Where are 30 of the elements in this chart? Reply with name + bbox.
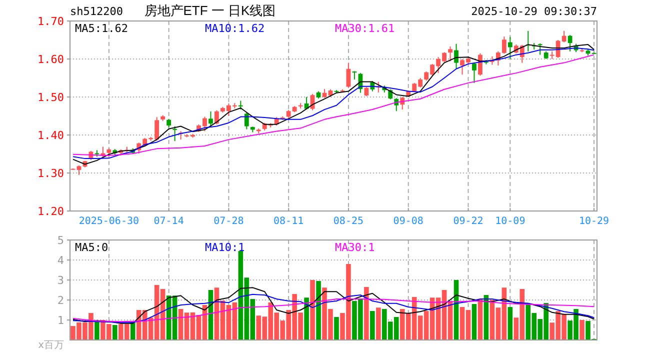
y-tick-label: 1.70 [38,15,64,28]
y-tick-label: 1.30 [38,167,64,180]
y-tick-label: 5 [57,234,64,247]
x-tick-label: 07-28 [214,216,244,227]
x-tick-label: 2025-06-30 [78,216,140,227]
y-tick-label: 1.60 [38,53,64,66]
text: sh512200 [70,5,123,18]
x-tick-label: 08-25 [333,216,364,227]
text: MA5:0 [75,241,108,254]
x-tick-label: 09-22 [453,216,484,227]
y-tick-label: 3 [57,274,64,287]
chart-title: 房地产ETF 一 日K线图 [144,3,276,18]
text: MA10:1 [205,241,245,254]
y-tick-label: 1.20 [38,205,64,218]
x-tick-label: 09-08 [393,216,424,227]
x-tick-label: 08-11 [274,216,304,227]
y-axis-title: x百万 [38,340,64,351]
x-tick-label: 10-09 [495,216,526,227]
text: MA10:1.62 [205,22,265,35]
text: MA30:1 [335,241,375,254]
text: MA5:1.62 [75,22,128,35]
y-tick-label: 2 [57,294,64,307]
x-tick-label: 10-29 [578,216,610,227]
text: MA30:1.61 [335,22,395,35]
y-tick-label: 4 [57,254,64,267]
y-tick-label: 1.50 [38,91,64,104]
text: 2025-10-29 09:30:37 [471,5,597,18]
y-tick-label: 1 [57,314,64,327]
y-tick-label: 1.40 [38,129,64,142]
x-tick-label: 07-14 [154,216,184,227]
